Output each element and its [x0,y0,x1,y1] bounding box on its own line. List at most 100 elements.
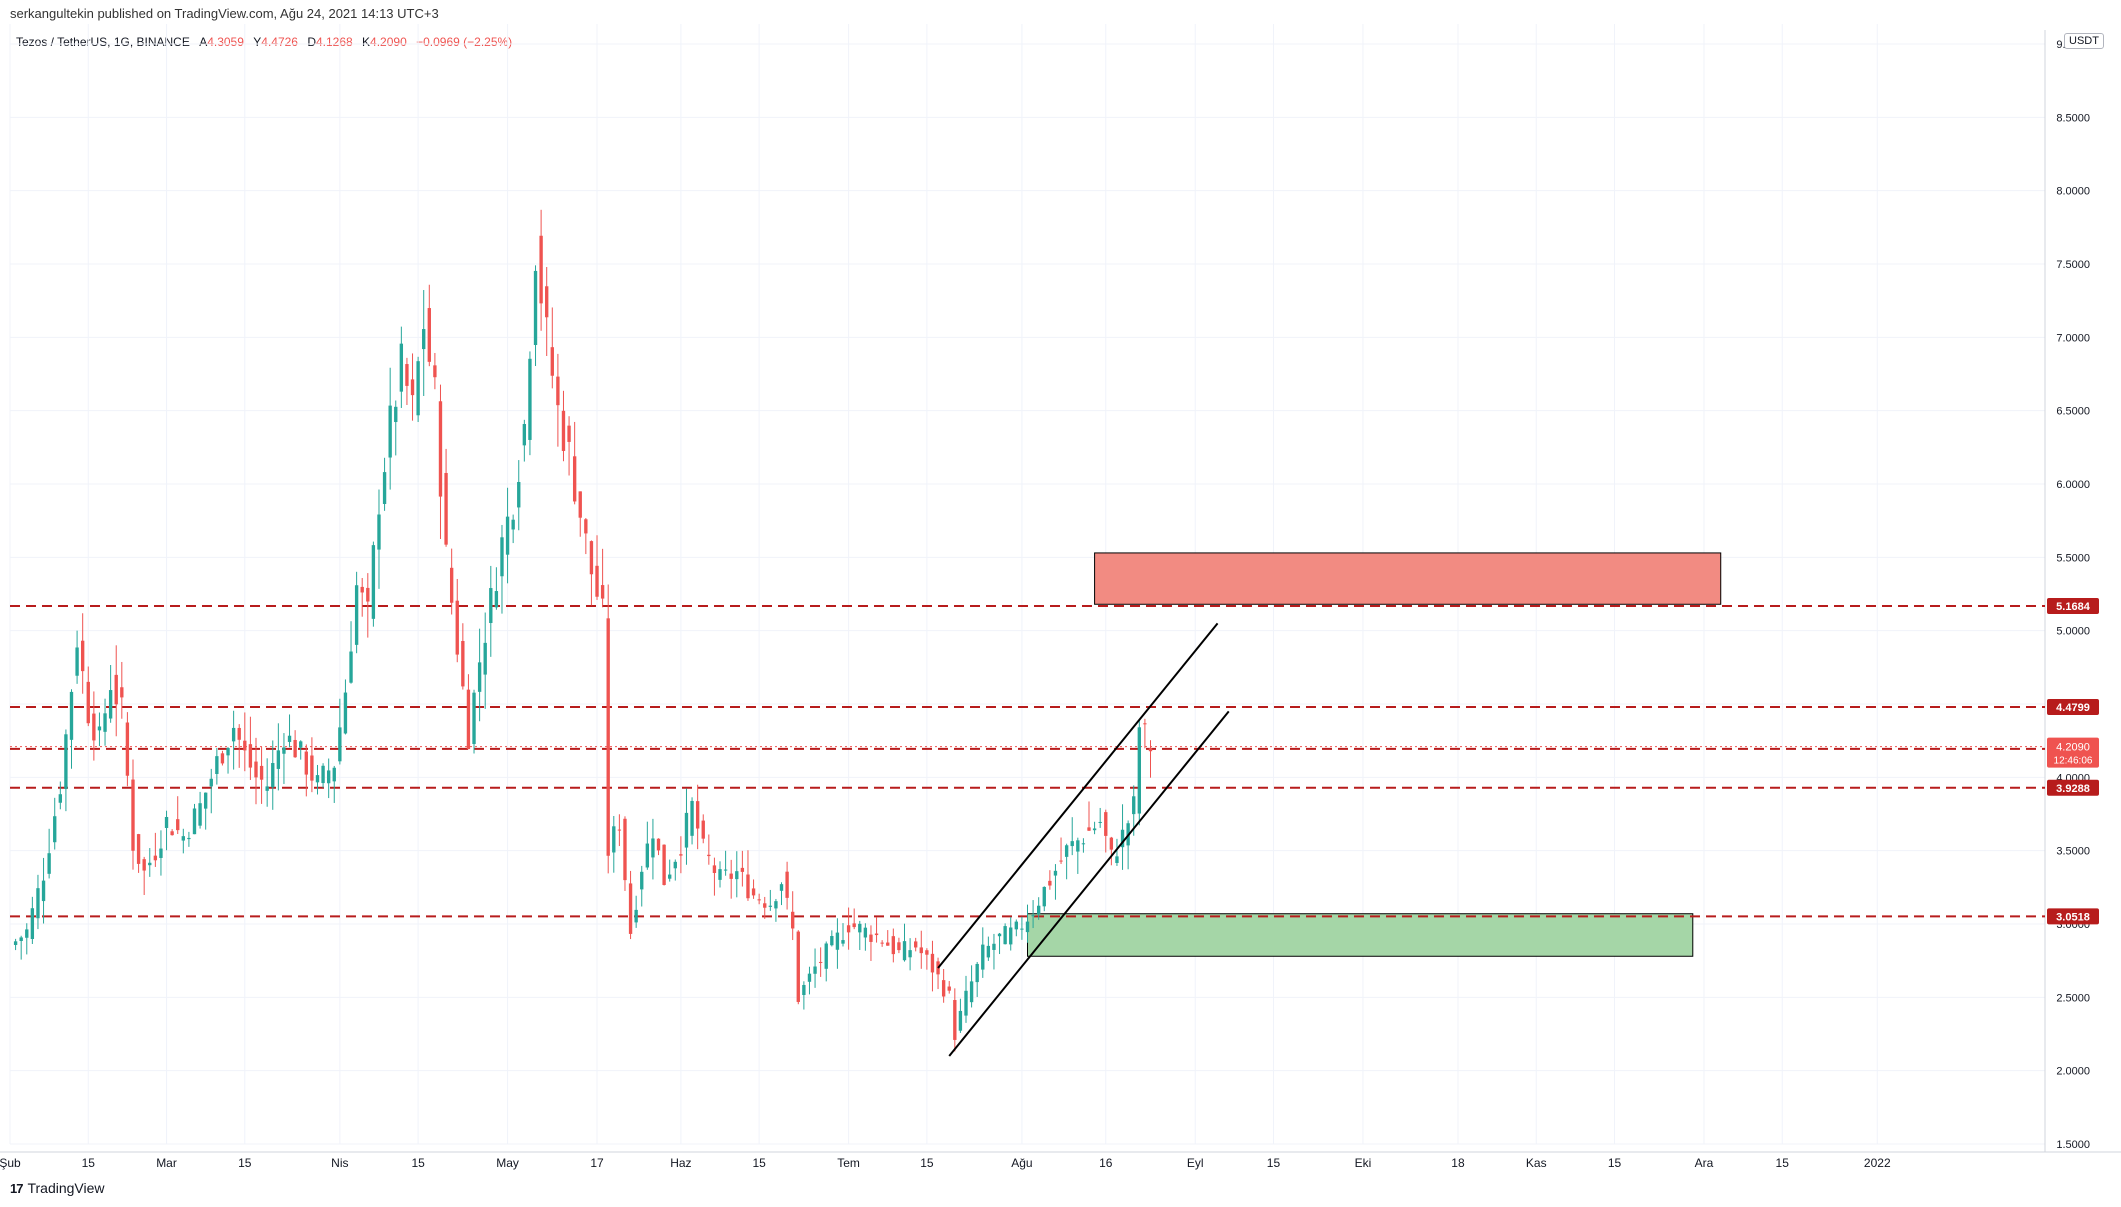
candle-body [612,826,616,853]
candle-body [433,365,437,378]
candle-body [891,936,896,955]
candle-body [908,950,912,958]
candle-body [818,961,823,963]
candle-body [1048,880,1052,886]
candle-body [159,848,163,858]
candle-body [807,973,812,982]
candle-body [1020,928,1024,930]
candle-body [455,600,459,655]
candle-body [226,748,230,756]
candle-body [539,235,543,304]
published-by-text: serkangultekin published on TradingView.… [10,6,439,21]
candle-body [679,854,683,856]
y-tick-label: 7.5000 [2056,259,2090,271]
candle-body [461,640,465,687]
low-value: 4.1268 [315,35,353,49]
candle-body [567,425,571,442]
candle-body [505,516,510,555]
candle-body [338,727,342,762]
x-tick-label: 2022 [1864,1156,1891,1170]
tradingview-brand: TradingView [27,1180,105,1196]
candle-body [796,931,800,1002]
candle-body [584,519,588,534]
candle-body [930,953,935,973]
candle-body [981,944,985,970]
candle-body [785,871,789,898]
change-value: −0.0969 (−2.25%) [416,35,513,49]
candle-body [64,734,68,789]
candle-body [114,674,118,705]
candle-body [1137,727,1141,814]
candle-body [170,831,174,836]
x-tick-label: 17 [590,1156,604,1170]
candle-body [271,763,275,788]
candle-body [304,751,308,775]
candle-body [729,873,733,879]
current-price-tag [2047,737,2099,768]
candle-body [181,836,185,841]
x-tick-label: 15 [920,1156,934,1170]
y-tick-label: 2.0000 [2056,1066,2090,1078]
x-tick-label: Ara [1695,1156,1714,1170]
candle-body [1042,886,1046,907]
candle-body [869,934,873,942]
candle-body [1132,796,1136,815]
tradingview-footer: 17 TradingView [10,1180,105,1196]
candle-body [187,837,191,840]
candle-body [1003,926,1007,945]
candle-body [1092,828,1097,831]
candle-body [287,735,292,742]
open-label: A [199,35,208,49]
candle-body [846,925,851,933]
current-price-countdown: 12:46:06 [2054,756,2093,767]
open-value: 4.3059 [207,35,244,49]
candle-body [220,753,225,764]
candle-body [394,406,398,423]
candle-body [444,472,448,545]
x-tick-label: Tem [837,1156,860,1170]
currency-badge[interactable]: USDT [2064,33,2104,49]
candle-body [617,829,622,831]
candle-body [690,800,694,836]
candle-body [1104,812,1108,836]
candle-body [830,936,834,946]
price-level-tag-label: 4.4799 [2056,702,2090,714]
candle-body [1098,821,1102,823]
candle-body [919,947,923,954]
candle-body [53,816,57,843]
candle-body [30,908,35,939]
candle-body [953,1000,957,1040]
price-level-tag [2047,779,2099,796]
candle-body [243,740,247,751]
y-tick-label: 6.0000 [2056,479,2090,491]
candle-body [969,981,974,1003]
candle-body [466,689,471,750]
candle-body [1025,921,1030,933]
x-tick-label: Şub [0,1156,21,1170]
candle-body [282,747,286,754]
supply-zone [1094,552,1722,605]
candle-body [36,888,40,919]
demand-zone [1027,913,1694,957]
symbol-legend: Tezos / TetherUS, 1G, BINANCE A4.3059 Y4… [16,35,512,49]
price-level-tag [2047,698,2099,715]
candle-body [1148,748,1153,752]
candle-body [231,727,236,742]
candle-body [215,756,219,774]
candle-body [164,816,169,828]
candle-body [684,812,689,848]
candle-body [623,818,627,881]
candle-body [718,869,722,880]
y-tick-label: 3.5000 [2056,846,2090,858]
candle-body [120,687,124,698]
candle-body [606,618,610,856]
x-tick-label: 15 [411,1156,425,1170]
x-tick-label: Kas [1526,1156,1547,1170]
candle-body [1053,870,1058,876]
candle-body [589,541,594,575]
symbol-name[interactable]: Tezos / TetherUS, 1G, BINANCE [16,35,190,49]
candle-body [533,270,538,345]
candle-body [13,941,18,945]
candle-body [192,808,197,835]
